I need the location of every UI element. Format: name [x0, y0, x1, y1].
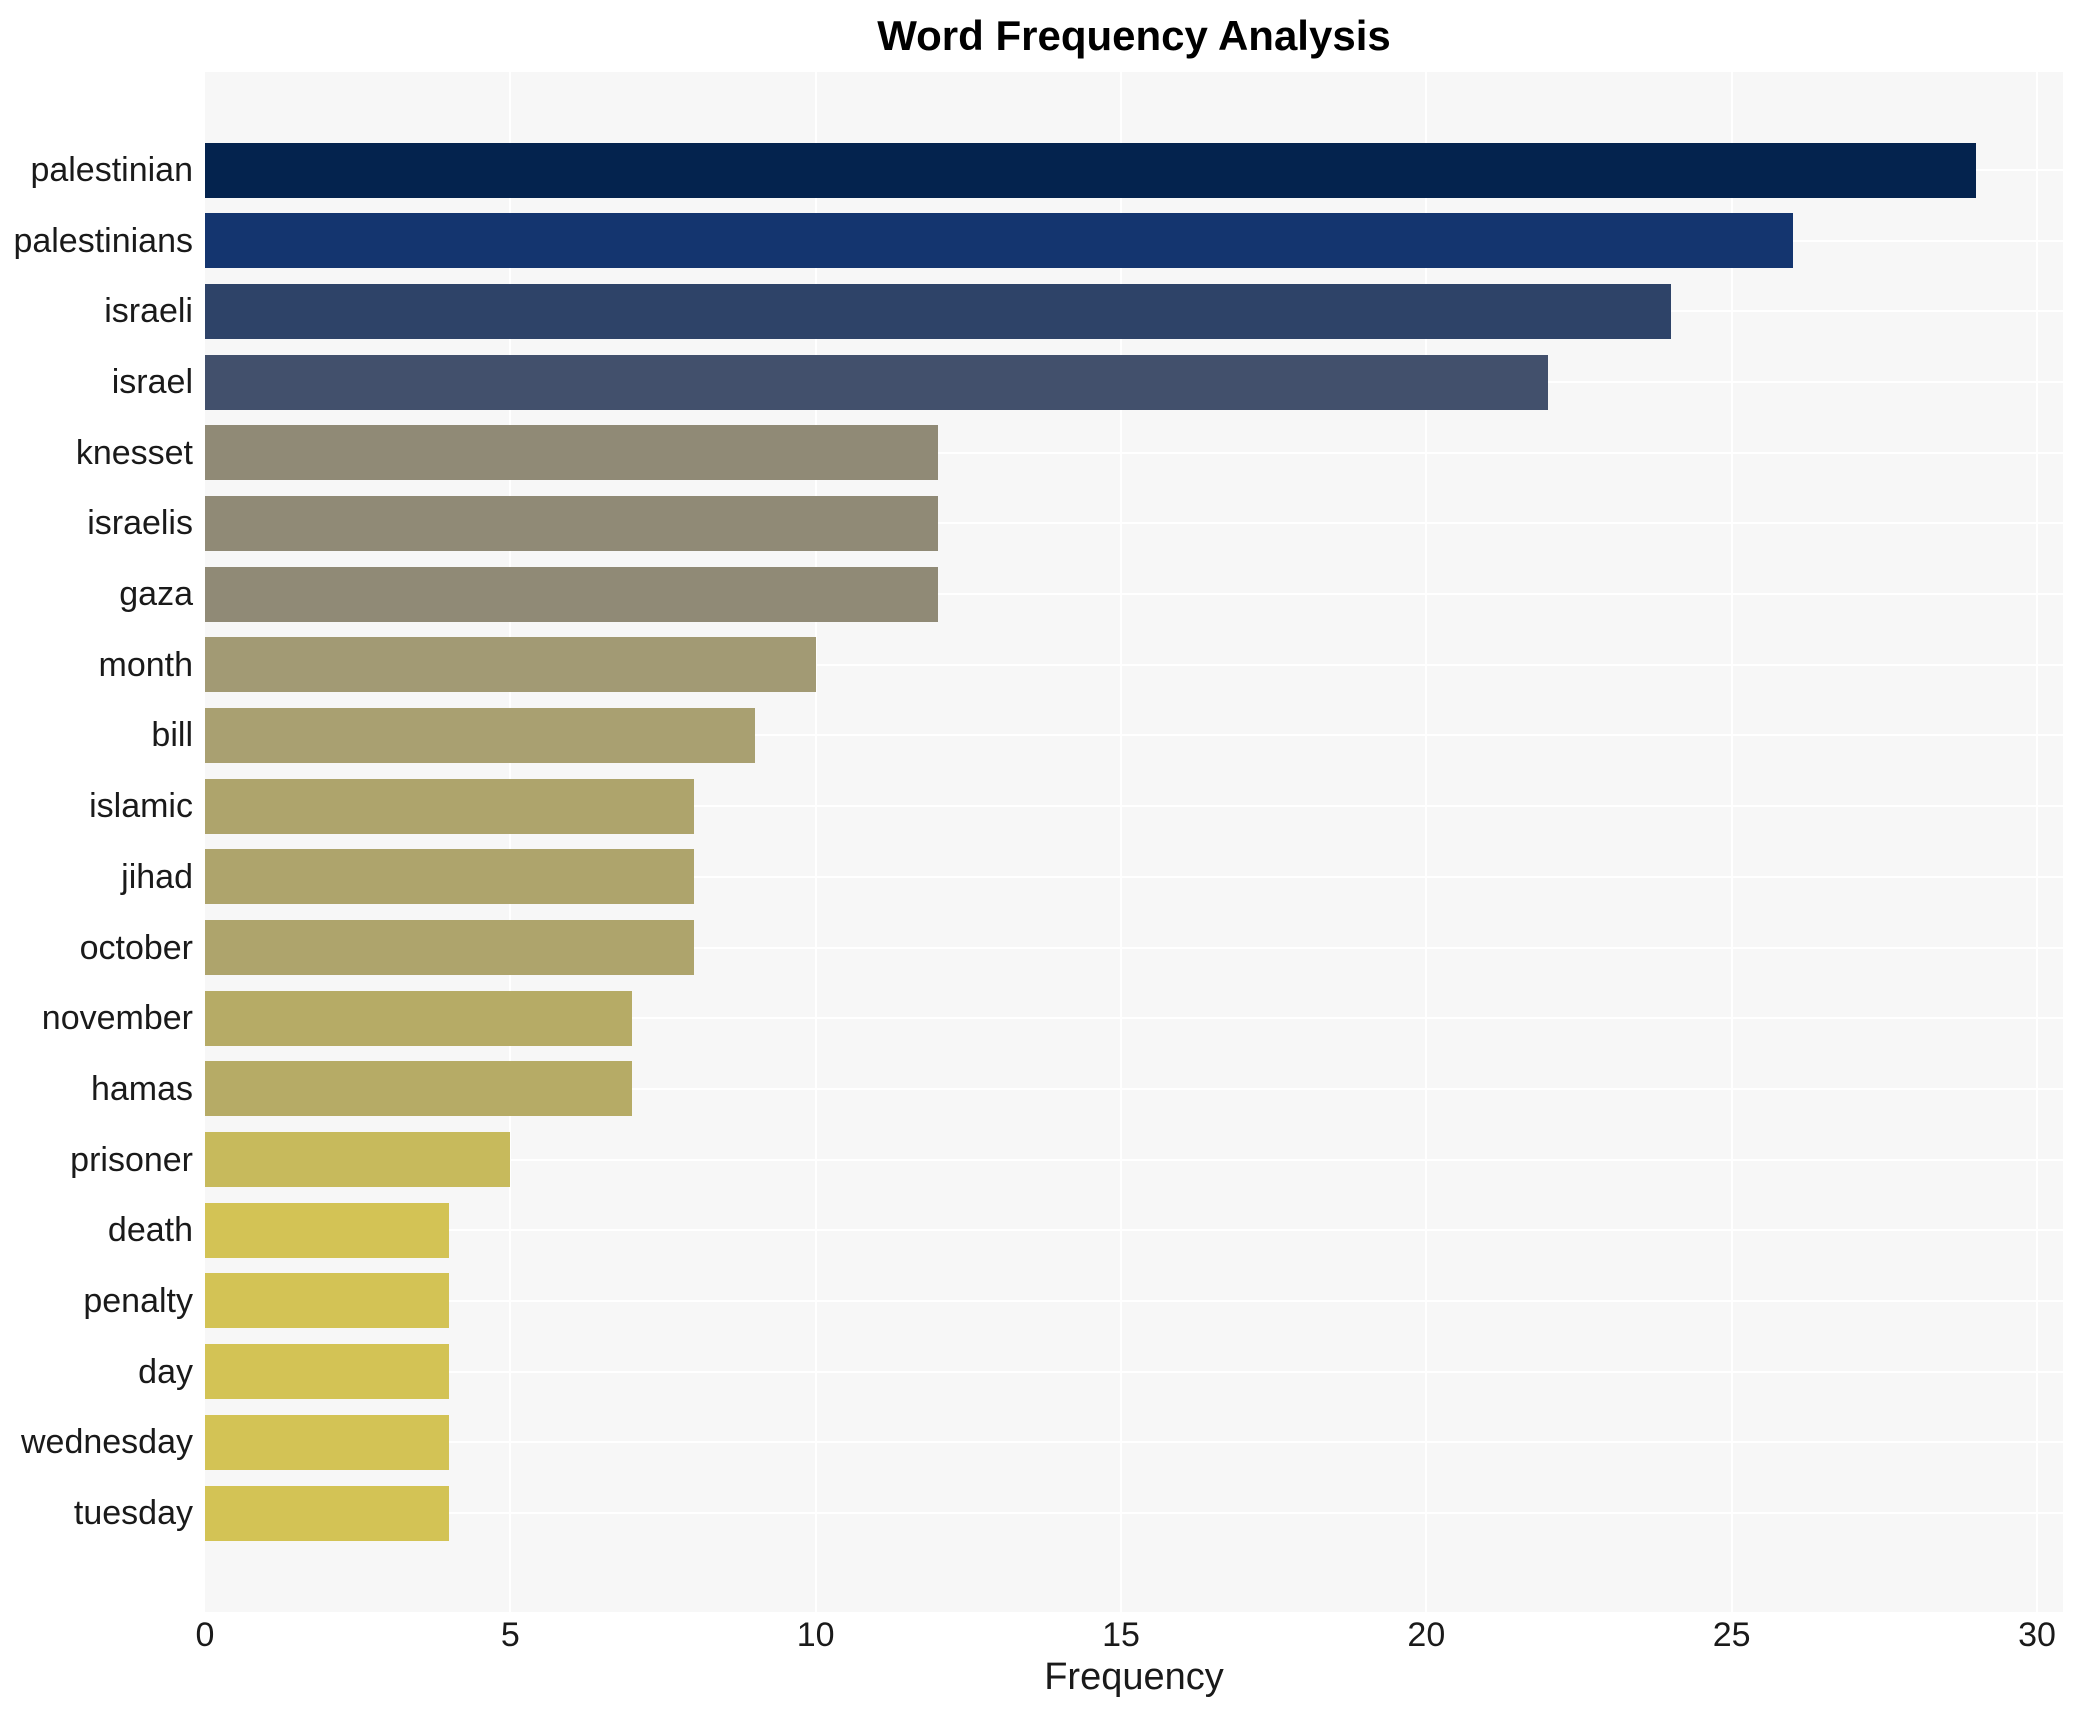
gridline-horizontal: [205, 1229, 2063, 1232]
gridline-vertical: [1730, 72, 1733, 1612]
gridline-horizontal: [205, 1512, 2063, 1514]
y-tick-label: month: [98, 645, 194, 684]
gridline-horizontal: [205, 1158, 2063, 1161]
bar-tuesday: [205, 1485, 450, 1541]
y-tick-label: palestinians: [13, 221, 193, 260]
y-tick-label: day: [138, 1352, 193, 1391]
gridline-vertical: [1120, 72, 1122, 1612]
bar-october: [205, 920, 694, 976]
bar-november: [205, 990, 633, 1046]
bar-day: [205, 1344, 450, 1400]
y-tick-label: prisoner: [70, 1140, 193, 1179]
bar-hamas: [205, 1061, 633, 1117]
bar-israel: [205, 354, 1549, 410]
bar-wednesday: [205, 1414, 450, 1470]
y-tick-label: israelis: [87, 504, 193, 543]
bar-bill: [205, 707, 755, 763]
y-tick-label: hamas: [90, 1069, 193, 1108]
y-tick-label: gaza: [119, 575, 193, 614]
chart-title: Word Frequency Analysis: [877, 12, 1391, 59]
bar-jihad: [205, 849, 694, 905]
gridline-horizontal: [205, 1017, 2063, 1020]
bar-islamic: [205, 778, 694, 834]
gridline-horizontal: [205, 875, 2063, 878]
gridline-horizontal: [205, 663, 2063, 666]
y-tick-label: knesset: [75, 433, 193, 472]
y-tick-label: november: [41, 999, 193, 1038]
gridline-horizontal: [205, 1370, 2063, 1373]
x-tick-label: 20: [1407, 1616, 1446, 1654]
y-tick-label: penalty: [83, 1281, 193, 1320]
bar-prisoner: [205, 1132, 511, 1188]
bar-month: [205, 637, 816, 693]
bar-israeli: [205, 283, 1671, 339]
y-tick-label: death: [107, 1211, 193, 1250]
gridline-horizontal: [205, 522, 2063, 525]
gridline-horizontal: [205, 1299, 2063, 1302]
bar-israelis: [205, 495, 938, 551]
x-tick-label: 30: [2018, 1616, 2056, 1654]
gridline-vertical: [509, 72, 512, 1612]
x-tick-label: 25: [1712, 1616, 1751, 1654]
gridline-horizontal: [205, 1441, 2063, 1444]
y-tick-label: bill: [151, 716, 193, 755]
y-tick-label: islamic: [89, 787, 193, 826]
x-tick-label: 0: [195, 1616, 215, 1654]
bar-palestinian: [205, 142, 1976, 198]
gridline-horizontal: [205, 593, 2063, 596]
gridline-horizontal: [205, 1087, 2063, 1090]
bar-gaza: [205, 566, 938, 622]
y-tick-label: wednesday: [20, 1423, 193, 1462]
gridline-horizontal: [205, 734, 2063, 737]
gridline-vertical: [814, 72, 817, 1612]
y-tick-label: jihad: [121, 857, 193, 896]
y-tick-label: israeli: [104, 292, 193, 331]
gridline-horizontal: [205, 946, 2063, 949]
gridline-vertical: [2036, 72, 2038, 1612]
gridline-horizontal: [205, 805, 2063, 808]
bar-palestinians: [205, 213, 1793, 269]
bar-penalty: [205, 1273, 450, 1329]
bar-death: [205, 1202, 450, 1258]
y-tick-label: tuesday: [73, 1494, 193, 1532]
y-tick-label: palestinian: [30, 151, 193, 189]
x-axis-label: Frequency: [1044, 1656, 1224, 1698]
y-tick-label: israel: [111, 363, 193, 402]
gridline-horizontal: [205, 451, 2063, 454]
x-tick-label: 10: [796, 1616, 835, 1654]
x-tick-label: 5: [500, 1616, 520, 1654]
bar-knesset: [205, 425, 938, 481]
gridline-vertical: [1425, 72, 1428, 1612]
y-tick-label: october: [79, 928, 193, 967]
x-tick-label: 15: [1102, 1616, 1140, 1654]
